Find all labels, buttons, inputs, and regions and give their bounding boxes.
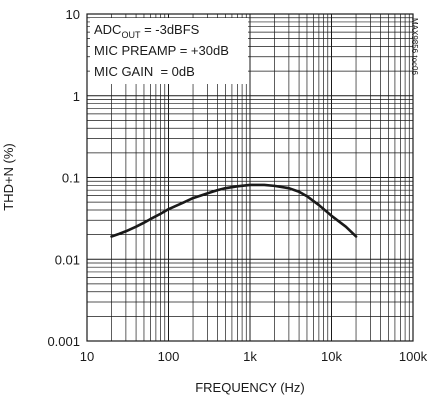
y-tick-label: 1 [73, 89, 80, 104]
y-tick-label: 0.1 [62, 171, 80, 186]
annotation-mic-preamp: MIC PREAMP = +30dB [94, 43, 229, 58]
watermark-label: MAX9856 toc06 [410, 18, 419, 75]
x-tick-label: 10 [80, 349, 94, 364]
annotation-background [90, 18, 248, 84]
annotation-adc-out: ADCOUT = -3dBFS [94, 22, 200, 40]
y-tick-label: 0.001 [47, 334, 80, 349]
x-tick-label: 1k [243, 349, 257, 364]
series-line-thd-n [110, 183, 358, 238]
x-tick-label: 10k [321, 349, 342, 364]
annotation-adc-main: ADC [94, 22, 121, 37]
annotation-adc-sub: OUT [121, 30, 141, 40]
x-tick-label: 100k [399, 349, 428, 364]
annotation-mic-gain: MIC GAIN = 0dB [94, 64, 195, 79]
annotation-box: ADCOUT = -3dBFS MIC PREAMP = +30dB MIC G… [90, 18, 248, 84]
y-tick-label: 10 [66, 7, 80, 22]
x-axis-title: FREQUENCY (Hz) [195, 380, 305, 395]
y-axis-title: THD+N (%) [1, 143, 16, 211]
y-tick-label: 0.01 [55, 252, 80, 267]
plot-frame [86, 13, 414, 342]
plot-area: 10 100 1k 10k 100k 10 1 0.1 0.01 0.001 [47, 7, 427, 364]
x-tick-label: 100 [158, 349, 180, 364]
annotation-adc-rest: = -3dBFS [140, 22, 199, 37]
